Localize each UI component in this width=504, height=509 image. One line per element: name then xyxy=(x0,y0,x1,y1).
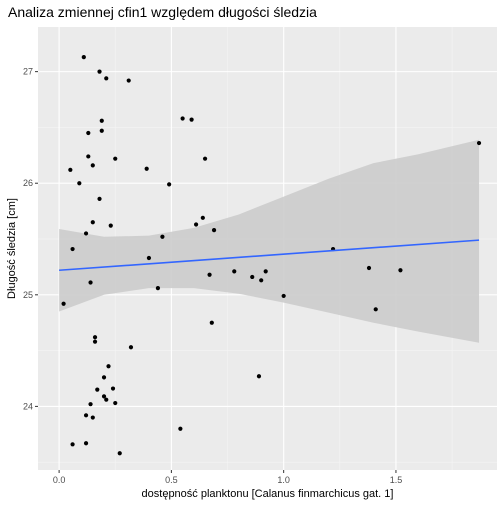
data-point xyxy=(207,272,212,277)
confidence-band xyxy=(59,139,480,343)
data-point xyxy=(104,397,109,402)
y-tick-label: 25 xyxy=(23,290,33,300)
chart-title: Analiza zmiennej cfin1 względem długości… xyxy=(8,4,317,20)
x-tick-label: 0.0 xyxy=(53,475,66,485)
data-point xyxy=(373,307,378,312)
data-point xyxy=(101,394,107,399)
data-point xyxy=(113,156,118,161)
y-axis-label: Długość śledzia [cm] xyxy=(6,198,18,299)
regression-line xyxy=(59,239,480,272)
data-point xyxy=(232,269,237,274)
data-point xyxy=(88,402,93,407)
x-tick-label: 1.0 xyxy=(277,475,290,485)
data-point xyxy=(97,196,102,201)
data-point xyxy=(189,117,194,122)
data-point xyxy=(178,426,183,431)
data-point xyxy=(180,116,185,121)
data-point xyxy=(83,231,89,236)
data-point xyxy=(81,55,86,60)
data-point xyxy=(250,274,255,280)
data-point xyxy=(70,442,75,447)
data-point xyxy=(211,227,217,233)
data-point xyxy=(263,269,268,274)
y-tick-label: 27 xyxy=(23,67,33,77)
data-point xyxy=(99,128,104,133)
data-point xyxy=(92,339,98,344)
data-point xyxy=(200,215,205,220)
data-point xyxy=(90,220,95,225)
data-point xyxy=(83,441,89,446)
data-point xyxy=(90,415,95,420)
data-point xyxy=(167,182,172,187)
x-tick-label: 0.5 xyxy=(165,475,178,485)
data-point xyxy=(281,293,286,299)
data-point xyxy=(61,301,66,306)
data-point xyxy=(90,163,95,168)
x-tick-label: 1.5 xyxy=(390,475,403,485)
data-point xyxy=(366,265,372,271)
data-point xyxy=(146,255,152,261)
data-point xyxy=(99,118,104,123)
data-point xyxy=(106,364,111,369)
data-point xyxy=(86,130,91,136)
data-point xyxy=(256,374,262,379)
data-point xyxy=(88,280,93,285)
data-point xyxy=(104,76,109,81)
data-point xyxy=(155,286,161,291)
data-point xyxy=(126,78,131,83)
data-point xyxy=(128,345,134,350)
data-point xyxy=(193,222,199,227)
data-point xyxy=(108,223,113,228)
data-point xyxy=(160,234,165,239)
data-point xyxy=(476,140,482,146)
data-point xyxy=(95,387,100,392)
data-point xyxy=(259,278,264,283)
data-point xyxy=(70,246,75,252)
data-point xyxy=(117,451,122,456)
data-point xyxy=(209,320,214,325)
y-tick-label: 24 xyxy=(23,401,33,411)
data-point xyxy=(202,156,208,161)
data-point xyxy=(92,335,98,340)
data-point xyxy=(86,154,91,159)
data-point xyxy=(398,268,403,273)
x-axis-label: dostępność planktonu [Calanus finmarchic… xyxy=(142,488,394,500)
data-point xyxy=(97,69,102,74)
data-point xyxy=(83,413,89,418)
data-point xyxy=(113,400,118,406)
data-point xyxy=(144,166,149,171)
data-point xyxy=(101,375,107,380)
y-tick-label: 26 xyxy=(23,178,33,188)
data-point xyxy=(77,181,82,186)
data-point xyxy=(110,386,116,391)
data-point xyxy=(68,167,73,172)
